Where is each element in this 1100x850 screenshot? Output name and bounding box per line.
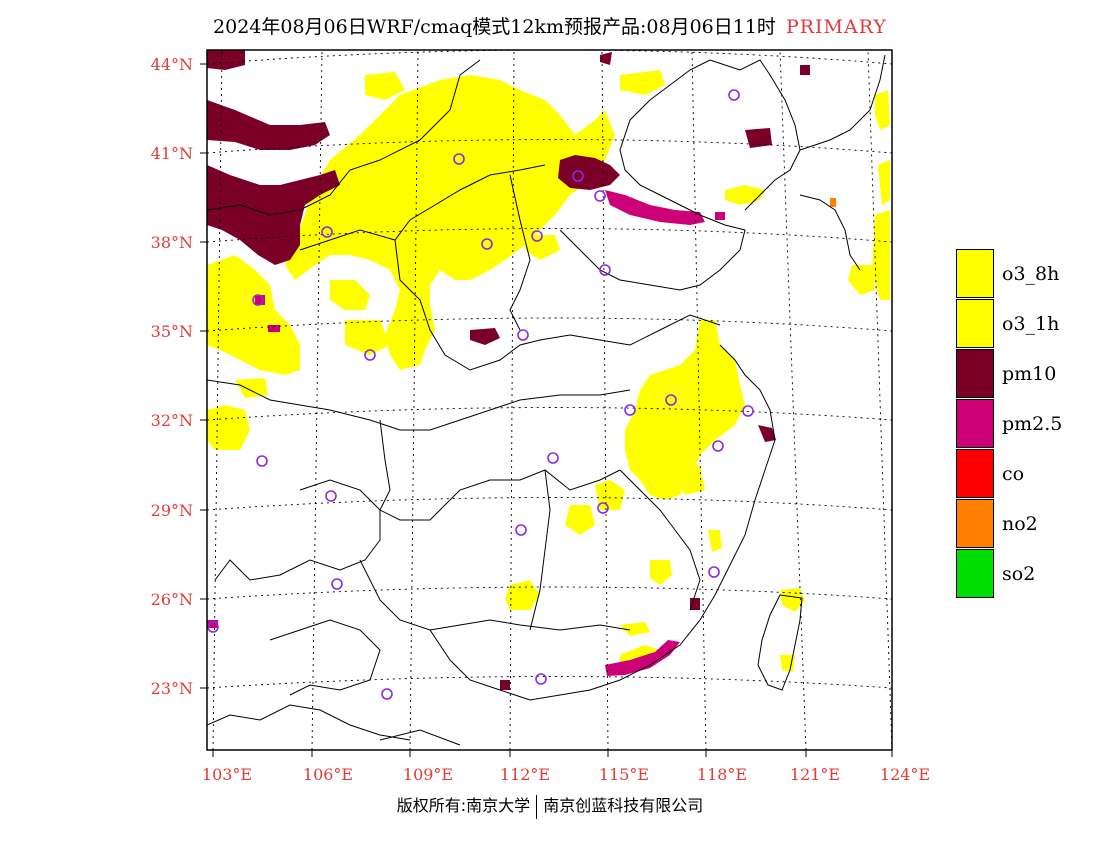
map-frame [206,49,893,751]
lon-label: 115°E [599,765,649,784]
pm10-regions [207,50,810,690]
station-marker [256,455,268,467]
lon-label: 103°E [202,765,252,784]
legend-swatch [956,549,994,598]
station-marker [531,230,543,242]
map-area [207,50,892,750]
station-marker [624,404,636,416]
lat-label: 41°N [151,144,193,163]
station-marker [547,452,559,464]
station-marker [742,405,754,417]
lon-labels: 103°E 106°E 109°E 112°E 115°E 118°E 121°… [202,765,930,784]
station-marker [728,89,740,101]
lat-labels: 44°N 41°N 38°N 35°N 32°N 29°N 26°N 23°N [151,55,193,698]
legend-swatch [956,449,994,498]
station-marker [207,621,219,633]
legend-swatch [956,299,994,348]
title-tag: PRIMARY [785,16,887,38]
legend-swatch [956,499,994,548]
station-marker [597,502,609,514]
station-marker [453,153,465,165]
lon-ticks [212,750,893,757]
station-marker [252,294,264,306]
no2-patch [830,198,836,207]
station-marker [515,524,527,536]
o3-regions [207,70,890,672]
graticule [207,50,892,750]
station-marker [535,673,547,685]
lat-label: 35°N [151,322,193,341]
copyright-footer: 版权所有:南京大学 南京创蓝科技有限公司 [0,792,1100,819]
legend-swatch [956,399,994,448]
lat-label: 44°N [151,55,193,74]
station-marker [331,578,343,590]
legend-label: co [1002,463,1025,485]
lon-label: 124°E [880,765,930,784]
station-marker [381,688,393,700]
lon-label: 121°E [790,765,840,784]
lon-label: 106°E [303,765,353,784]
station-marker [708,566,720,578]
station-marker [594,190,606,202]
title-main: 2024年08月06日WRF/cmaq模式12km预报产品:08月06日11时 [213,16,776,38]
lat-ticks [200,63,207,689]
lon-label: 112°E [500,765,550,784]
lat-label: 32°N [151,411,193,430]
legend-label: no2 [1002,513,1038,535]
footer-left: 版权所有:南京大学 [396,796,531,815]
footer-separator [536,794,538,819]
station-markers [207,89,754,700]
lon-label: 118°E [697,765,747,784]
station-marker [572,170,584,182]
lat-label: 29°N [151,501,193,520]
legend-swatch [956,249,994,298]
lon-label: 109°E [403,765,453,784]
station-marker [481,238,493,250]
station-marker [321,226,333,238]
legend-label: o3_1h [1002,313,1060,335]
station-marker [599,264,611,276]
footer-right: 南京创蓝科技有限公司 [543,796,704,815]
station-marker [665,394,677,406]
lat-label: 23°N [151,679,193,698]
station-marker [325,490,337,502]
legend-swatch [956,349,994,398]
station-marker [364,349,376,361]
legend-label: o3_8h [1002,263,1060,285]
lat-label: 38°N [151,233,193,252]
legend-label: so2 [1002,563,1036,585]
station-marker [517,329,529,341]
legend-label: pm10 [1002,363,1057,385]
borders [207,54,886,746]
lat-label: 26°N [151,590,193,609]
station-marker [712,440,724,452]
map-title: 2024年08月06日WRF/cmaq模式12km预报产品:08月06日11时 P… [0,12,1100,39]
legend-label: pm2.5 [1002,413,1063,435]
